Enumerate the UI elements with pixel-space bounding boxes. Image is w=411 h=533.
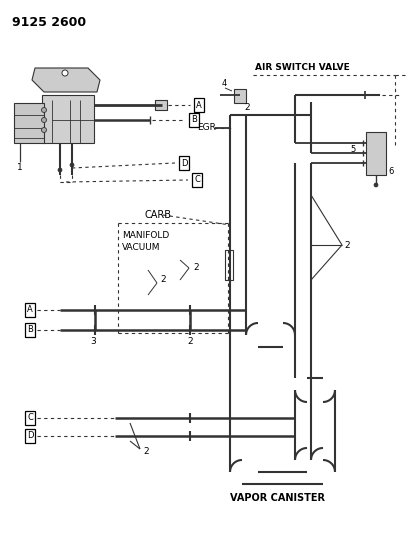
Circle shape — [42, 127, 46, 133]
Text: B: B — [27, 326, 33, 335]
Text: C: C — [27, 414, 33, 423]
Circle shape — [374, 183, 378, 187]
Bar — [234, 89, 246, 103]
Text: 3: 3 — [90, 337, 96, 346]
Bar — [14, 103, 44, 143]
Circle shape — [42, 117, 46, 123]
Circle shape — [58, 168, 62, 172]
Text: 2: 2 — [193, 263, 199, 272]
Polygon shape — [32, 68, 100, 92]
Bar — [225, 250, 233, 280]
Circle shape — [70, 163, 74, 167]
Text: 2: 2 — [187, 337, 193, 346]
Text: MANIFOLD: MANIFOLD — [122, 230, 169, 239]
Text: B: B — [191, 116, 197, 125]
Text: 5: 5 — [350, 146, 355, 155]
Text: 9125 2600: 9125 2600 — [12, 15, 86, 28]
Text: 2: 2 — [244, 103, 249, 112]
Circle shape — [62, 70, 68, 76]
Bar — [42, 95, 94, 143]
Text: A: A — [196, 101, 202, 109]
Text: EGR: EGR — [197, 124, 216, 133]
Text: 1: 1 — [17, 164, 23, 173]
Text: D: D — [181, 158, 187, 167]
Text: 2: 2 — [160, 276, 166, 285]
Text: 6: 6 — [388, 167, 393, 176]
Bar — [366, 132, 386, 175]
Text: 4: 4 — [222, 78, 227, 87]
Text: D: D — [27, 432, 33, 440]
Text: VACUUM: VACUUM — [122, 243, 161, 252]
Text: 2: 2 — [143, 448, 149, 456]
Bar — [155, 100, 167, 110]
Text: 2: 2 — [344, 240, 350, 249]
Text: C: C — [194, 175, 200, 184]
Text: AIR SWITCH VALVE: AIR SWITCH VALVE — [255, 63, 350, 72]
Circle shape — [42, 108, 46, 112]
Text: A: A — [27, 305, 33, 314]
Text: VAPOR CANISTER: VAPOR CANISTER — [230, 493, 325, 503]
Text: CARB: CARB — [144, 210, 171, 220]
